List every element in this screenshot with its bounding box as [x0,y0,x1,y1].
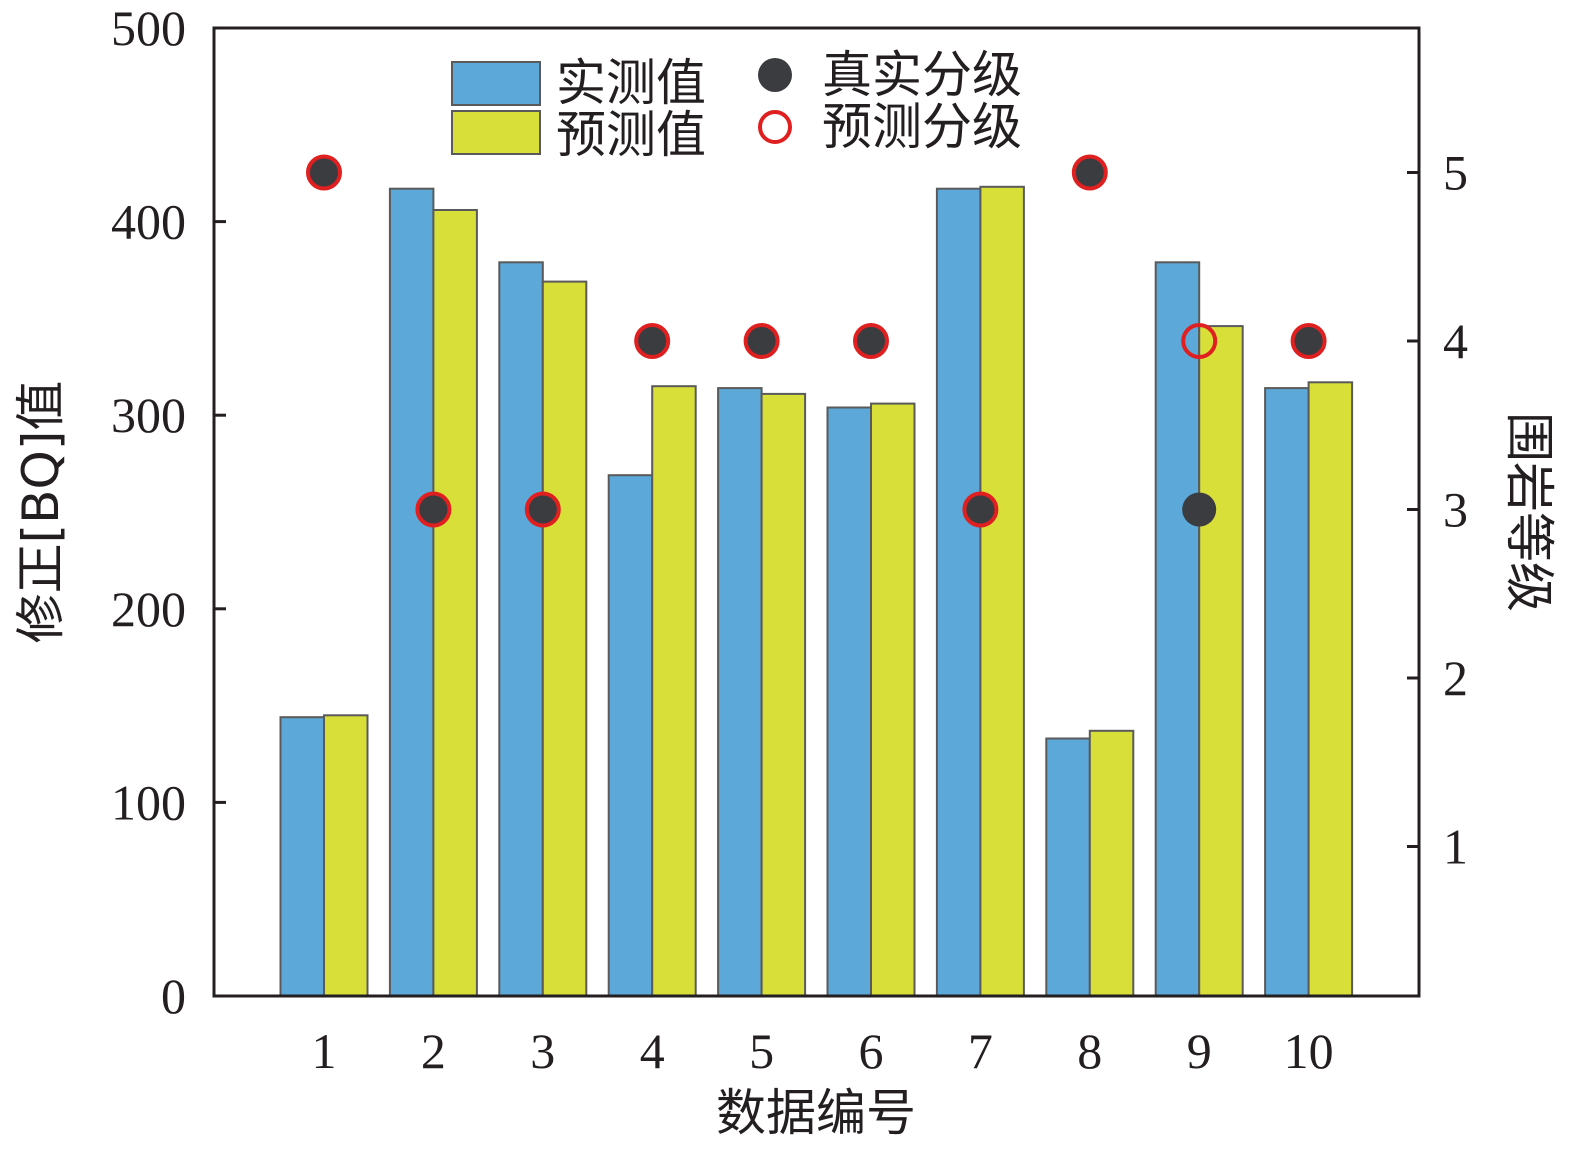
bar-measured-8 [1045,737,1091,997]
x-tick-label-4: 4 [640,1023,665,1079]
right-tick-label-2: 2 [1443,650,1468,706]
x-tick-label-7: 7 [968,1023,993,1079]
x-axis: 1 2 3 4 5 6 7 8 9 10 [312,1023,1334,1079]
bars-group [279,185,1354,998]
x-axis-title: 数据编号 [716,1084,916,1142]
left-tick-label-0: 0 [161,968,186,1024]
left-tick-label-100: 100 [111,774,186,830]
marker-true-grade-9 [1182,492,1217,527]
right-axis: 1 2 3 4 5 [1407,145,1468,875]
left-tick-label-500: 500 [111,0,186,56]
marker-predicted-grade-1 [306,154,342,191]
marker-predicted-grade-2 [415,491,452,528]
plot-frame [212,26,1421,998]
bar-measured-1 [279,716,325,997]
right-tick-label-4: 4 [1443,313,1468,369]
x-tick-label-3: 3 [530,1023,555,1079]
bar-measured-6 [826,406,872,997]
x-tick-label-1: 1 [312,1023,337,1079]
bar-predicted-4 [651,385,697,997]
left-tick-label-200: 200 [111,581,186,637]
bar-predicted-2 [432,209,478,997]
left-axis: 0 100 200 300 400 500 [111,0,226,1024]
marker-true-grade-6 [854,324,888,358]
marker-predicted-grade-3 [524,491,561,528]
x-tick-label-9: 9 [1187,1023,1212,1079]
bar-measured-3 [498,261,544,997]
marker-predicted-grade-7 [962,491,999,528]
marker-predicted-grade-8 [1071,154,1108,191]
left-tick-label-400: 400 [111,194,186,250]
legend-label-true-grade: 真实分级 [822,46,1022,104]
marker-true-grade-7 [963,492,998,527]
bar-predicted-6 [870,402,916,998]
bar-predicted-8 [1088,729,1135,997]
left-tick-label-300: 300 [111,387,186,443]
legend-marker-predicted-grade [758,110,792,144]
bar-measured-7 [935,187,982,997]
right-tick-label-3: 3 [1443,482,1468,538]
legend-label-predicted: 预测值 [556,106,706,164]
marker-true-grade-10 [1291,324,1326,358]
y-axis-title: 修正[BQ]值 [12,381,70,644]
marker-predicted-grade-9 [1181,323,1218,359]
legend-marker-true-grade [758,58,792,92]
legend-swatch-measured [451,61,541,106]
x-tick-label-2: 2 [421,1023,446,1079]
bar-predicted-1 [323,714,369,997]
x-tick-label-8: 8 [1077,1023,1102,1079]
bar-measured-9 [1154,261,1201,997]
marker-true-grade-8 [1072,155,1107,190]
marker-predicted-grade-6 [853,323,889,359]
bar-predicted-9 [1198,325,1244,998]
marker-predicted-grade-4 [634,323,671,359]
y2-axis-title: 围岩等级 [1500,412,1558,612]
marker-predicted-grade-10 [1290,323,1327,359]
legend-swatch-predicted [451,110,541,155]
marker-true-grade-2 [416,492,451,527]
bar-measured-10 [1264,387,1310,998]
bar-predicted-5 [760,392,807,997]
bar-predicted-3 [541,280,588,998]
bar-predicted-7 [979,185,1025,998]
legend-label-measured: 实测值 [556,54,706,112]
legend-label-predicted-grade: 预测分级 [822,98,1022,156]
marker-true-grade-3 [525,492,560,527]
marker-true-grade-1 [307,155,341,190]
markers-group [306,154,1327,528]
marker-predicted-grade-5 [743,323,780,359]
marker-true-grade-5 [744,324,779,358]
right-tick-label-5: 5 [1443,145,1468,201]
x-tick-label-6: 6 [859,1023,884,1079]
x-tick-label-10: 10 [1284,1023,1334,1079]
bar-measured-4 [607,474,654,997]
bar-measured-5 [717,387,763,998]
right-tick-label-1: 1 [1443,819,1468,875]
bar-predicted-10 [1307,381,1354,997]
bar-measured-2 [388,187,435,997]
x-tick-label-5: 5 [749,1023,774,1079]
marker-true-grade-4 [635,324,670,358]
